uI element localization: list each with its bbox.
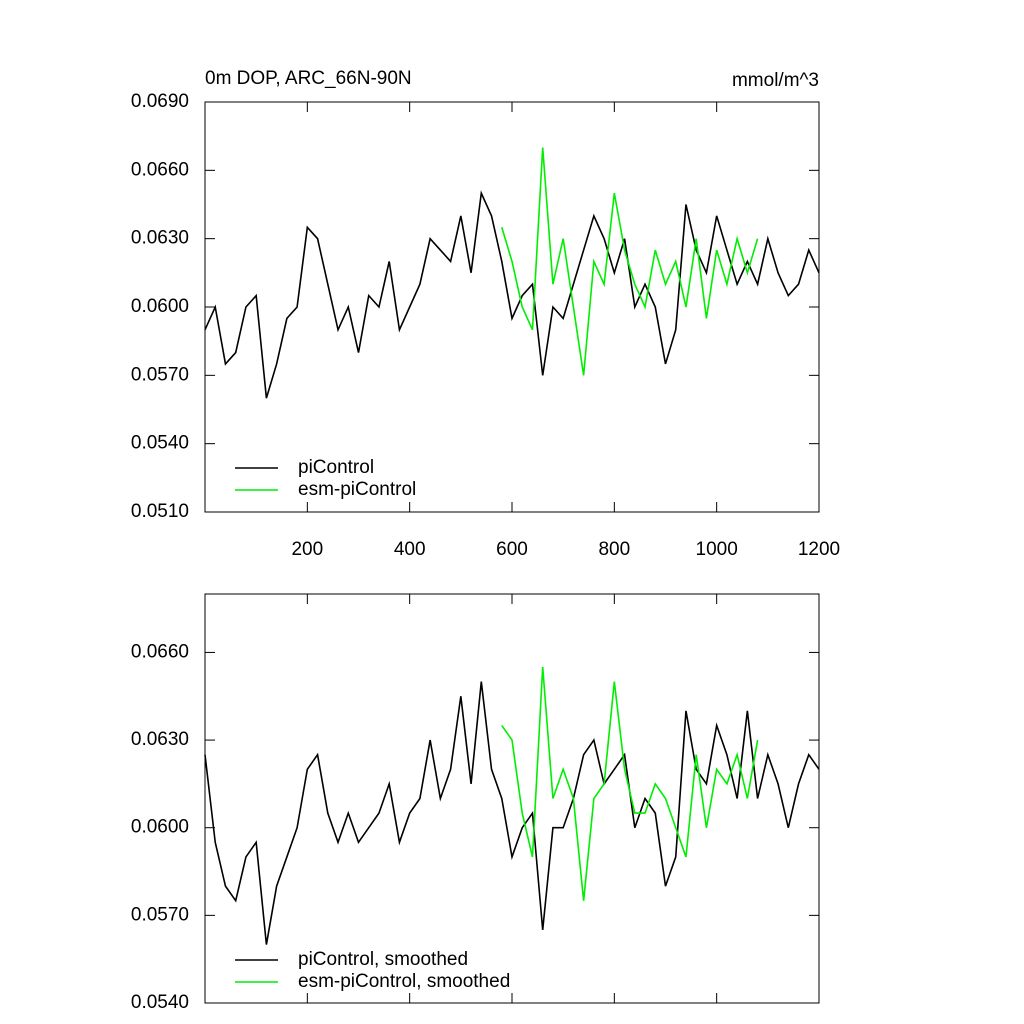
y-tick-label: 0.0600 <box>131 817 189 838</box>
x-tick-label: 1200 <box>798 539 840 560</box>
y-tick-label: 0.0690 <box>131 91 189 112</box>
x-tick-label: 600 <box>496 539 528 560</box>
legend-label: piControl <box>298 457 374 478</box>
x-tick-label: 200 <box>291 539 323 560</box>
x-tick-label: 800 <box>598 539 630 560</box>
series-line <box>501 666 759 901</box>
legend-label: esm-piControl <box>298 479 416 500</box>
y-tick-label: 0.0660 <box>131 159 189 180</box>
chart-title: 0m DOP, ARC_66N-90N <box>205 68 412 89</box>
units-label: mmol/m^3 <box>732 70 819 91</box>
series-line <box>204 681 820 945</box>
y-tick-label: 0.0630 <box>131 729 189 750</box>
series-line <box>501 147 759 376</box>
y-tick-label: 0.0600 <box>131 296 189 317</box>
legend-label: esm-piControl, smoothed <box>298 971 510 992</box>
y-tick-label: 0.0540 <box>131 433 189 454</box>
x-tick-label: 1000 <box>696 539 738 560</box>
y-tick-label: 0.0540 <box>131 992 189 1013</box>
legend-label: piControl, smoothed <box>298 949 468 970</box>
series-line <box>204 190 820 399</box>
y-tick-label: 0.0660 <box>131 641 189 662</box>
plot-frame <box>204 593 820 1004</box>
y-tick-label: 0.0570 <box>131 364 189 385</box>
y-tick-label: 0.0630 <box>131 228 189 249</box>
x-tick-label: 400 <box>394 539 426 560</box>
y-tick-label: 0.0510 <box>131 501 189 522</box>
y-tick-label: 0.0570 <box>131 904 189 925</box>
